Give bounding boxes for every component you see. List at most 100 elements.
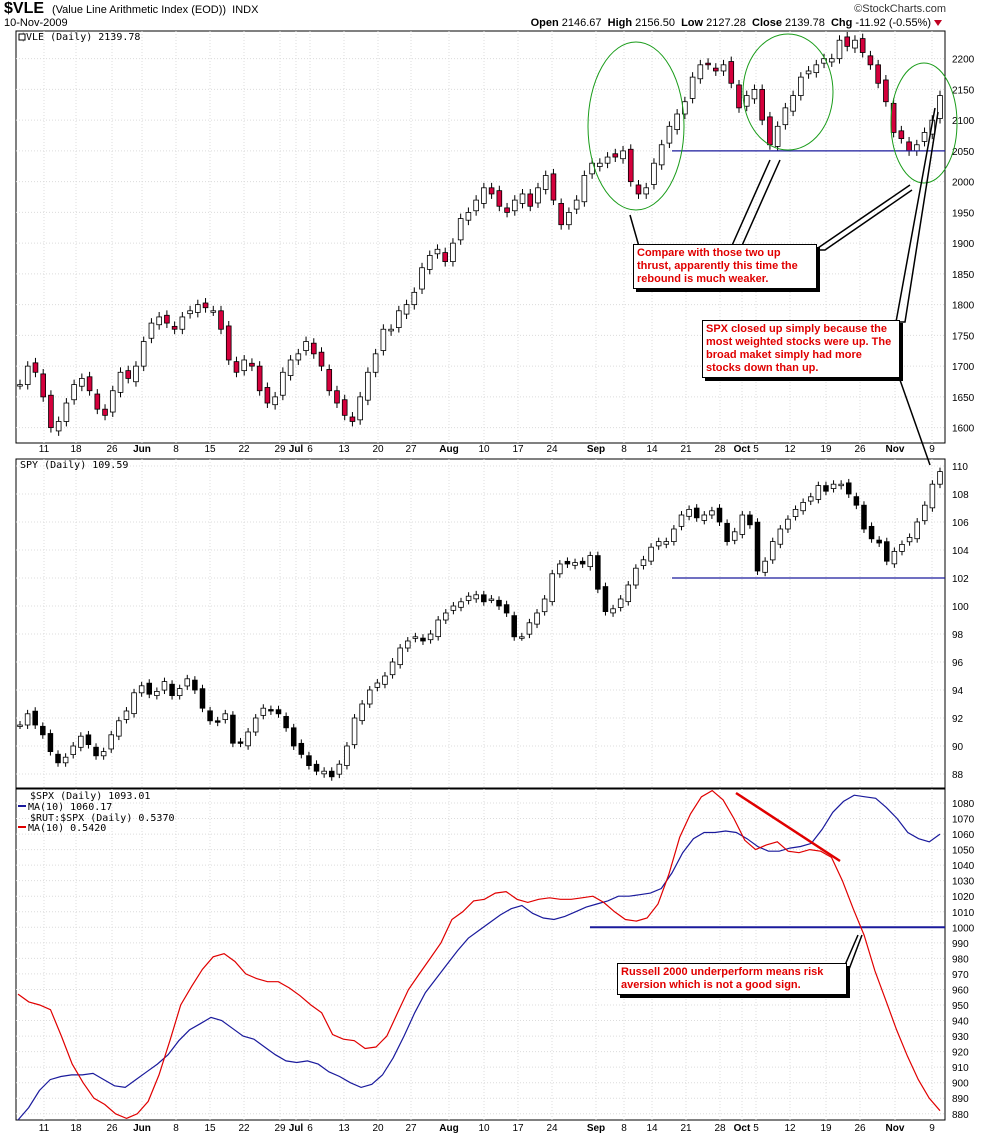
candle-body [230, 714, 236, 744]
x-tick-label: 11 [39, 1123, 50, 1134]
x-tick-label: 8 [173, 1123, 179, 1134]
candle-body [318, 351, 325, 367]
candle-body [241, 359, 247, 372]
y-tick-label: 960 [952, 985, 969, 996]
x-tick-label: 12 [784, 444, 796, 455]
candle-body [581, 175, 588, 203]
candle-body [195, 304, 201, 313]
x-tick-label: 5 [753, 444, 759, 455]
candle-body [838, 483, 844, 487]
y-tick-label: 910 [952, 1063, 969, 1074]
candle-body [728, 61, 735, 84]
candle-body [724, 522, 730, 542]
candle-body [405, 640, 411, 649]
candle-body [349, 416, 356, 422]
x-tick-label: Jun [133, 444, 151, 455]
candle-body [853, 496, 860, 506]
candle-body [805, 70, 812, 75]
candle-body [709, 510, 715, 516]
candle-body [24, 713, 31, 726]
candle-body [844, 36, 851, 47]
candle-body [403, 304, 410, 315]
y-tick-label: 1080 [952, 799, 975, 810]
candle-body [519, 636, 525, 639]
candle-body [558, 203, 564, 226]
x-tick-label: 13 [338, 1123, 350, 1134]
candle-body [443, 612, 449, 621]
candle-body [326, 369, 333, 392]
y-tick-label: 88 [952, 770, 964, 781]
x-tick-label: Oct [734, 444, 751, 455]
candle-body [481, 187, 487, 204]
candle-body [32, 362, 39, 373]
candle-body [496, 599, 502, 607]
candle-body [503, 604, 510, 614]
candle-body [891, 551, 898, 565]
candle-body [458, 601, 464, 608]
spy-series-title: SPY (Daily) 109.59 [20, 460, 128, 471]
y-tick-label: 1010 [952, 908, 975, 919]
y-tick-label: 1020 [952, 892, 975, 903]
candle-body [617, 598, 624, 608]
stockcharts-logo[interactable]: ©StockCharts.com [854, 3, 946, 15]
candle-body [290, 727, 297, 747]
vle-series-title: $VLE (Daily) 2139.78 [20, 32, 140, 43]
x-tick-label: Jun [133, 1123, 151, 1134]
candle-body [138, 685, 145, 694]
candle-body [587, 555, 594, 568]
chart-header: $VLE (Value Line Arithmetic Index (EOD))… [0, 0, 990, 30]
y-tick-label: 930 [952, 1032, 969, 1043]
x-tick-label: 18 [70, 444, 82, 455]
symbol-name: (Value Line Arithmetic Index (EOD)) INDX [52, 4, 259, 16]
candle-body [102, 408, 108, 416]
candle-body [179, 316, 186, 330]
candle-body [720, 64, 727, 72]
candle-body [287, 359, 294, 376]
y-tick-label: 970 [952, 970, 969, 981]
candle-body [260, 707, 267, 716]
y-tick-label: 104 [952, 546, 969, 557]
candle-body [47, 733, 54, 753]
candle-body [566, 212, 572, 226]
candle-body [154, 691, 160, 696]
y-tick-label: 920 [952, 1048, 969, 1059]
y-tick-label: 2150 [952, 85, 975, 96]
candle-body [906, 141, 912, 152]
candle-body [199, 688, 206, 709]
candle-body [71, 384, 77, 401]
x-tick-label: 28 [714, 444, 726, 455]
candle-body [488, 187, 495, 195]
candle-body [689, 76, 696, 99]
candle-body [40, 725, 46, 736]
y-tick-label: 2200 [952, 55, 975, 66]
candle-body [535, 187, 541, 204]
candle-body [48, 394, 54, 429]
candle-body [146, 682, 153, 695]
candle-body [344, 745, 350, 766]
x-tick-label: 20 [372, 1123, 384, 1134]
candle-body [572, 562, 578, 566]
candle-body [813, 64, 820, 74]
candle-body [511, 615, 517, 638]
candle-body [283, 716, 289, 729]
candle-body [366, 689, 373, 705]
quote-line: Open 2146.67 High 2156.50 Low 2127.28 Cl… [531, 17, 942, 29]
candle-body [496, 190, 503, 207]
x-tick-label: 27 [405, 444, 417, 455]
candle-body [823, 485, 829, 492]
x-tick-label: 6 [307, 1123, 313, 1134]
candle-body [70, 745, 76, 755]
candle-body [225, 325, 232, 361]
candle-body [663, 541, 670, 545]
candle-body [640, 559, 647, 566]
candle-body [705, 62, 711, 66]
candle-body [272, 396, 278, 406]
candle-body [697, 64, 704, 80]
candle-body [237, 741, 244, 744]
y-tick-label: 96 [952, 658, 964, 669]
candle-body [131, 692, 137, 715]
candle-body [693, 507, 700, 519]
candle-body [202, 302, 209, 309]
candle-body [686, 508, 692, 517]
y-tick-label: 94 [952, 686, 964, 697]
